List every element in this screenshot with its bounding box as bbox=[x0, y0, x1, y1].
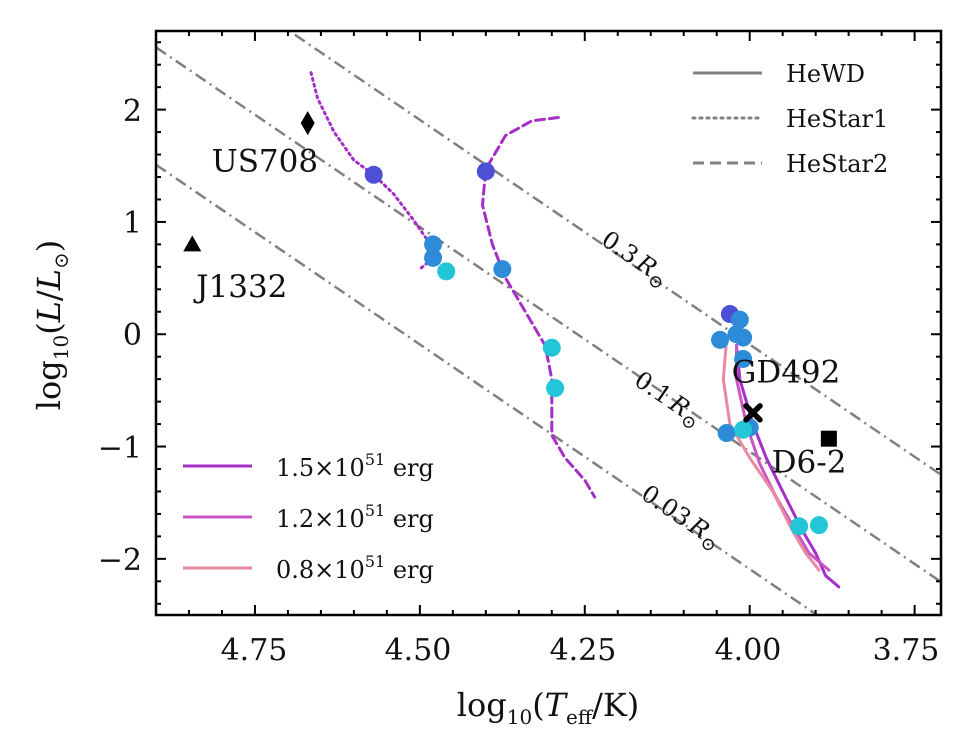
track-hewd-0.8e51 bbox=[721, 338, 821, 572]
label-GD492: GD492 bbox=[732, 355, 841, 391]
y-tick-label: 2 bbox=[123, 94, 142, 129]
energy-legend: 1.5×1051 erg 1.2×1051 erg 0.8×1051 erg bbox=[183, 450, 434, 584]
data-point bbox=[711, 330, 730, 349]
radius-label-0.1: 0.1R⊙ bbox=[627, 366, 708, 436]
x-tick-label: 4.00 bbox=[715, 633, 782, 668]
label-US708: US708 bbox=[212, 143, 319, 179]
data-point bbox=[734, 420, 753, 439]
data-point bbox=[790, 517, 809, 536]
radius-line-0.03 bbox=[156, 163, 820, 615]
x-tick-label: 4.25 bbox=[550, 633, 617, 668]
legend-label-hestar1: HeStar1 bbox=[786, 105, 888, 133]
tracks-layer bbox=[309, 71, 841, 589]
data-point bbox=[717, 424, 736, 443]
observed-objects-layer bbox=[183, 111, 837, 447]
marker-J1332 bbox=[183, 235, 202, 252]
marker-D6-2 bbox=[820, 430, 837, 447]
y-tick-labels: 2 1 0 −1 −2 bbox=[98, 94, 142, 578]
track-hewd-1.5e51 bbox=[735, 344, 841, 589]
data-point bbox=[734, 349, 753, 368]
legend-label-hewd: HeWD bbox=[786, 60, 865, 88]
radius-line-0.1 bbox=[156, 46, 941, 583]
track-hestar2-track bbox=[481, 116, 597, 499]
data-point bbox=[364, 165, 383, 184]
radius-line-0.3 bbox=[287, 31, 941, 476]
object-labels: US708 J1332 GD492 D6-2 bbox=[193, 143, 846, 480]
style-legend: HeWD HeStar1 HeStar2 bbox=[691, 60, 888, 178]
data-point bbox=[542, 338, 561, 357]
y-tick-label: −2 bbox=[98, 543, 142, 578]
data-point bbox=[476, 162, 495, 181]
y-axis-title: log10(L/L⊙) bbox=[30, 240, 73, 410]
x-tick-label: 4.50 bbox=[385, 633, 452, 668]
label-J1332: J1332 bbox=[193, 269, 287, 305]
y-tick-label: 0 bbox=[123, 318, 142, 353]
y-tick-label: −1 bbox=[98, 431, 142, 466]
label-D6-2: D6-2 bbox=[772, 444, 847, 480]
data-point bbox=[730, 310, 749, 329]
axis-ticks bbox=[156, 31, 941, 615]
x-tick-label: 3.75 bbox=[873, 633, 940, 668]
track-hewd-1.2e51 bbox=[735, 344, 831, 572]
legend-label-hestar2: HeStar2 bbox=[786, 150, 888, 178]
data-point bbox=[493, 260, 512, 279]
x-tick-labels: 4.75 4.50 4.25 4.00 3.75 bbox=[221, 633, 940, 668]
data-point bbox=[734, 328, 753, 347]
radius-labels: 0.3R⊙ 0.1R⊙ 0.03R⊙ bbox=[594, 225, 726, 557]
radius-label-0.03: 0.03R⊙ bbox=[633, 479, 726, 557]
data-point bbox=[437, 262, 456, 281]
radius-label-0.3: 0.3R⊙ bbox=[594, 225, 675, 295]
data-point bbox=[546, 379, 565, 398]
marker-GD492 bbox=[743, 403, 763, 423]
dots-layer bbox=[364, 162, 828, 536]
legend-label-1.5e51: 1.5×1051 erg bbox=[276, 450, 434, 482]
data-point bbox=[424, 248, 443, 267]
x-tick-label: 4.75 bbox=[221, 633, 288, 668]
x-axis-title: log10(Teff/K) bbox=[457, 686, 639, 729]
data-point bbox=[809, 516, 828, 535]
radius-lines-layer bbox=[156, 31, 941, 615]
marker-US708 bbox=[300, 111, 315, 136]
legend-label-1.2e51: 1.2×1051 erg bbox=[276, 501, 434, 533]
y-tick-label: 1 bbox=[123, 206, 142, 241]
legend-label-0.8e51: 0.8×1051 erg bbox=[276, 552, 434, 584]
data-point bbox=[424, 235, 443, 254]
plot-frame bbox=[154, 29, 943, 617]
